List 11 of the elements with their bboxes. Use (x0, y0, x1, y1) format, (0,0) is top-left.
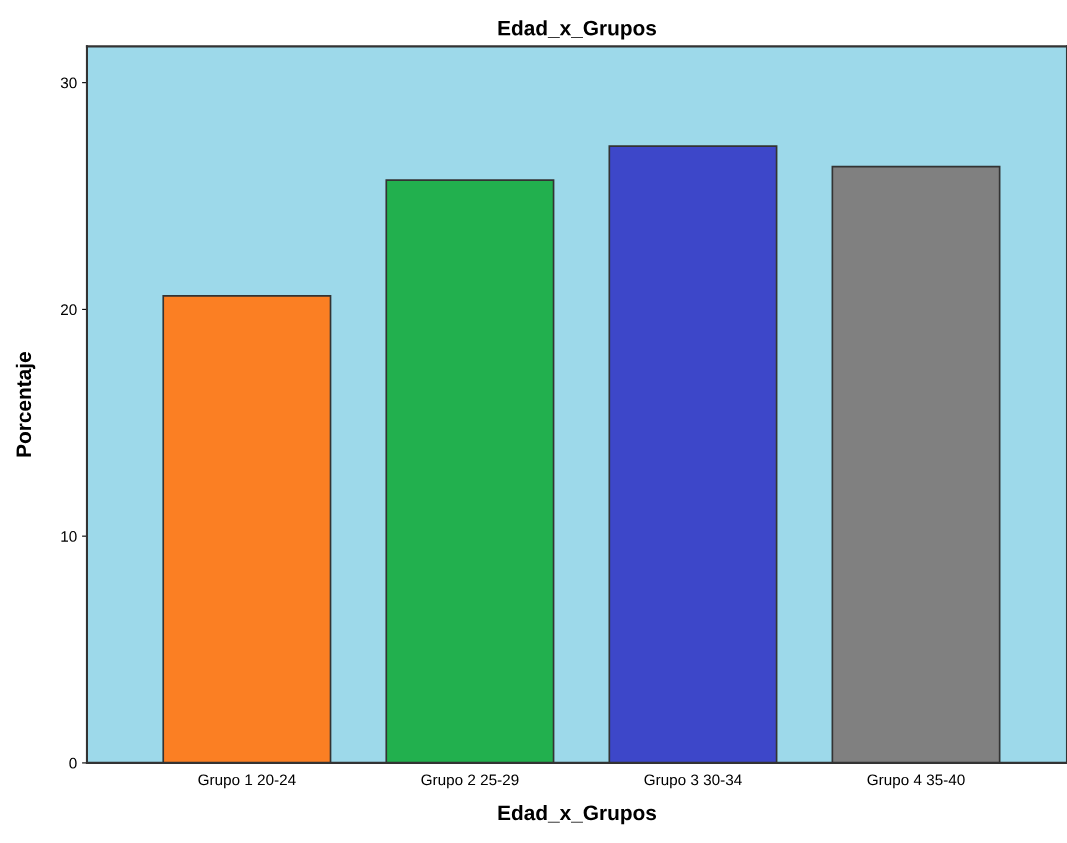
x-tick-label: Grupo 1 20-24 (198, 774, 296, 789)
y-tick-label: 30 (60, 77, 77, 89)
chart-title: Edad_x_Grupos (498, 20, 657, 40)
y-tick-label: 0 (69, 757, 77, 769)
x-tick-label: Grupo 2 25-29 (421, 774, 519, 789)
y-axis-title: Porcentaje (15, 352, 36, 457)
x-tick-label: Grupo 3 30-34 (644, 774, 742, 789)
y-tick-label: 10 (61, 531, 77, 542)
y-tick-label: 20 (61, 304, 77, 316)
x-tick-label: Grupo 4 35-40 (867, 774, 965, 789)
x-axis-title: Edad_x_Grupos (498, 804, 657, 825)
